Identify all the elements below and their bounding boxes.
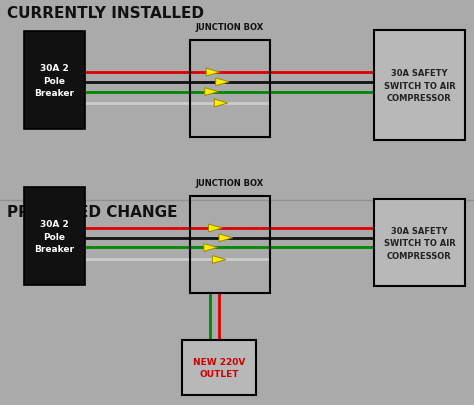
Bar: [190, 196, 270, 293]
Polygon shape: [206, 69, 220, 77]
Polygon shape: [204, 244, 218, 252]
Polygon shape: [214, 100, 228, 108]
Text: JUNCTION BOX: JUNCTION BOX: [196, 179, 264, 188]
Text: 30A 2
Pole
Breaker: 30A 2 Pole Breaker: [35, 64, 74, 98]
Text: 30A SAFETY
SWITCH TO AIR
COMPRESSOR: 30A SAFETY SWITCH TO AIR COMPRESSOR: [383, 226, 456, 260]
Text: CURRENTLY INSTALLED: CURRENTLY INSTALLED: [7, 6, 204, 21]
Polygon shape: [212, 256, 226, 264]
Bar: [24, 32, 85, 130]
Text: NEW 220V
OUTLET: NEW 220V OUTLET: [193, 357, 246, 378]
Bar: [374, 199, 465, 287]
Text: 30A SAFETY
SWITCH TO AIR
COMPRESSOR: 30A SAFETY SWITCH TO AIR COMPRESSOR: [383, 69, 456, 103]
Text: PROPOSED CHANGE: PROPOSED CHANGE: [7, 205, 178, 220]
Polygon shape: [216, 79, 229, 87]
Text: 30A 2
Pole
Breaker: 30A 2 Pole Breaker: [35, 220, 74, 254]
Text: JUNCTION BOX: JUNCTION BOX: [196, 23, 264, 32]
Bar: [24, 188, 85, 285]
Polygon shape: [219, 234, 233, 242]
Bar: [374, 31, 465, 141]
Polygon shape: [205, 88, 219, 96]
Bar: [190, 40, 270, 138]
Polygon shape: [209, 224, 222, 232]
Bar: [182, 340, 256, 395]
